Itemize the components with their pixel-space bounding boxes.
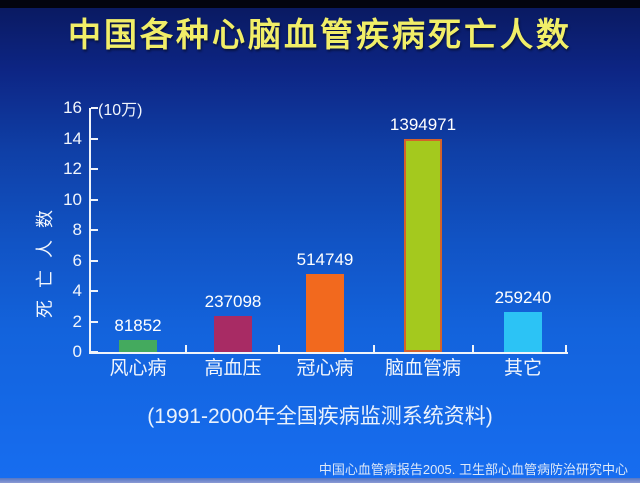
category-label: 风心病 xyxy=(109,358,167,379)
y-tick-mark xyxy=(91,320,98,323)
x-tick-mark xyxy=(472,345,474,352)
y-tick-mark xyxy=(91,168,98,170)
y-tick-label: 12 xyxy=(63,159,82,178)
y-axis-line xyxy=(89,108,91,354)
y-tick-label: 2 xyxy=(72,311,82,331)
x-tick-mark xyxy=(565,345,567,352)
bar-value-label: 81852 xyxy=(114,315,162,335)
chart-subtitle: (1991-2000年全国疾病监测系统资料) xyxy=(147,405,493,428)
y-tick-mark xyxy=(91,229,98,231)
y-tick-mark xyxy=(91,107,98,109)
bar-value-label: 259240 xyxy=(494,288,552,308)
y-tick-mark xyxy=(91,290,98,292)
top-strip xyxy=(0,0,640,8)
y-tick-label: 14 xyxy=(63,128,82,148)
y-axis-unit-label: (10万) xyxy=(98,102,143,119)
category-label: 其它 xyxy=(503,358,542,379)
bar-value-label: 514749 xyxy=(296,249,354,269)
x-axis-line xyxy=(89,352,568,354)
y-tick-label: 6 xyxy=(72,250,82,270)
x-tick-mark xyxy=(184,345,187,352)
chart-title: 中国各种心脑血管疾病死亡人数 xyxy=(68,16,572,53)
bar-脑血管病 xyxy=(404,139,442,352)
y-tick-label: 4 xyxy=(72,281,82,300)
y-tick-mark xyxy=(91,137,98,140)
y-tick-label: 8 xyxy=(72,220,82,239)
category-label: 脑血管病 xyxy=(384,358,461,379)
bottom-strip xyxy=(0,478,640,483)
y-tick-mark xyxy=(91,198,98,201)
footer-source: 中国心血管病报告2005. 卫生部心血管病防治研究中心 xyxy=(318,462,628,477)
category-label: 冠心病 xyxy=(296,358,354,379)
bar-value-label: 1394971 xyxy=(389,115,457,135)
bar-风心病 xyxy=(119,339,157,352)
y-tick-mark xyxy=(91,351,98,353)
y-tick-label: 16 xyxy=(63,98,82,117)
y-tick-label: 0 xyxy=(72,342,82,361)
x-tick-mark xyxy=(373,345,375,352)
bar-冠心病 xyxy=(306,273,344,352)
bar-value-label: 237098 xyxy=(204,291,262,311)
bar-高血压 xyxy=(214,315,252,352)
x-tick-mark xyxy=(278,345,280,352)
bar-其它 xyxy=(504,312,542,352)
y-tick-label: 10 xyxy=(63,189,82,209)
y-tick-mark xyxy=(91,259,98,262)
category-label: 高血压 xyxy=(204,358,262,379)
